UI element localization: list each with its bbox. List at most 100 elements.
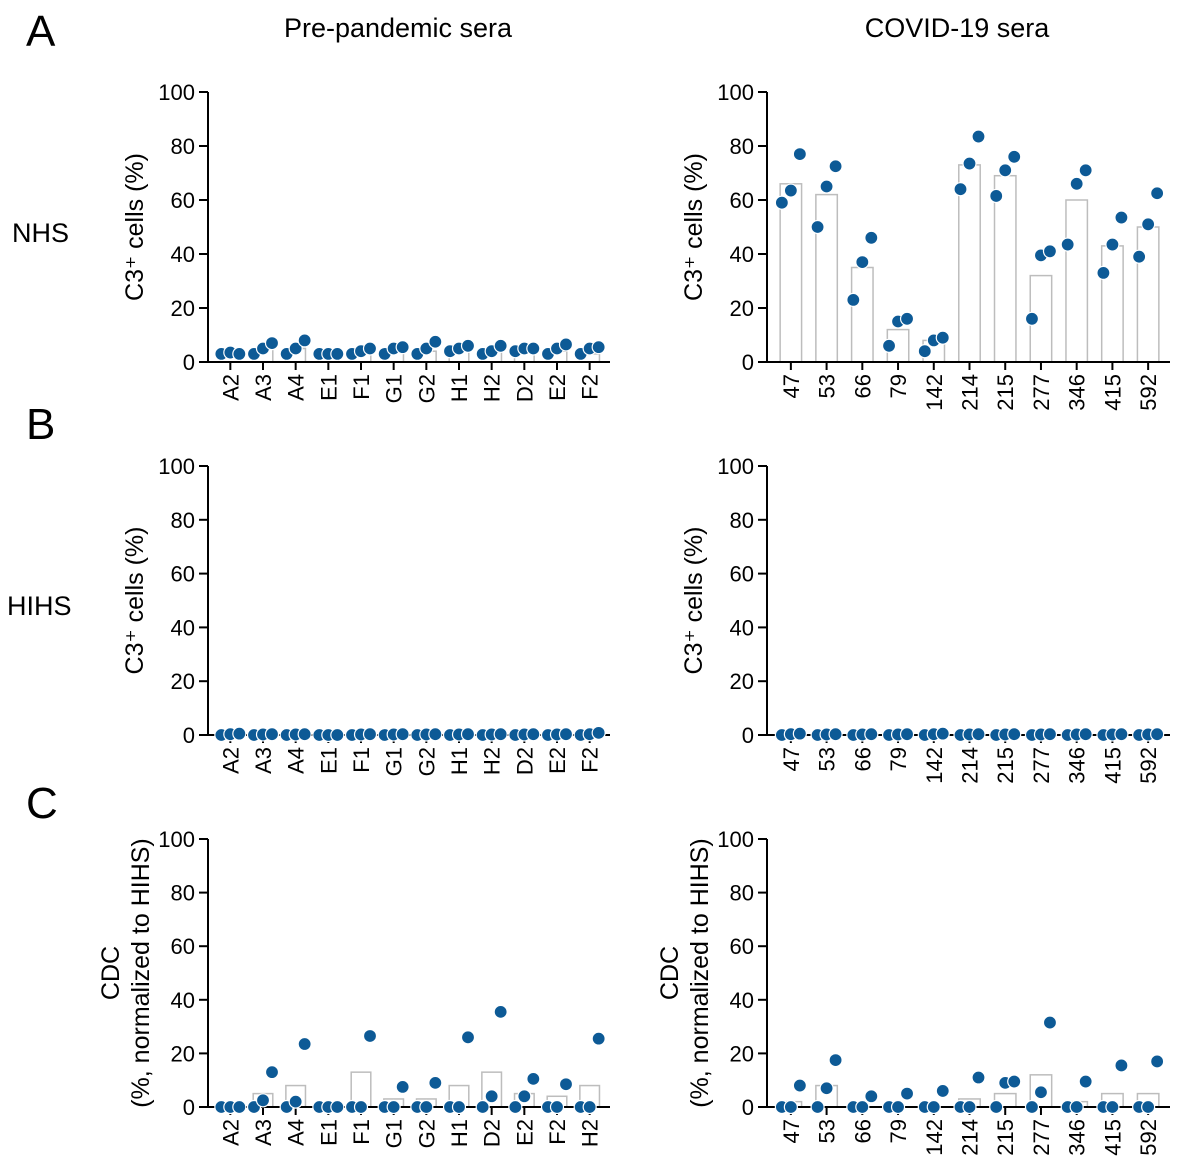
x-tick-label: E1 [316, 374, 341, 401]
x-tick-label: 346 [1065, 1119, 1090, 1156]
x-tick-label: G1 [382, 374, 407, 403]
y-tick-label: 40 [730, 242, 754, 267]
data-point [1024, 1099, 1040, 1115]
y-tick-label: 20 [171, 669, 195, 694]
x-tick-label: G2 [414, 374, 439, 403]
data-point [819, 1081, 834, 1096]
data-point [864, 230, 879, 245]
x-tick-label: E1 [316, 747, 341, 774]
data-point [1033, 1085, 1049, 1100]
x-tick-label: E2 [545, 374, 570, 401]
x-tick-label: H2 [578, 1119, 603, 1147]
y-axis-label-line2: (%, normalized to HIHS) [686, 838, 714, 1108]
x-tick-label: 415 [1100, 1119, 1125, 1156]
data-point [935, 330, 950, 345]
x-tick-label: 592 [1136, 374, 1161, 411]
x-tick-label: 214 [958, 1119, 983, 1156]
data-point [1141, 217, 1156, 232]
y-tick-label: 40 [171, 615, 195, 640]
x-tick-label: 79 [886, 1119, 911, 1143]
x-tick-label: A2 [218, 374, 243, 401]
x-tick-label: 47 [779, 747, 804, 771]
data-point [810, 1099, 825, 1115]
x-tick-label: G2 [414, 1119, 439, 1148]
chart-3: 0 20 40 60 80 100 47 53 66 79 142 214 215 277 346 415 59… [680, 454, 1170, 784]
data-point [899, 311, 915, 326]
data-point [362, 341, 378, 356]
x-tick-label: 66 [850, 1119, 875, 1143]
data-point [783, 1099, 798, 1115]
bar [1100, 245, 1124, 363]
column-title-pre-pandemic: Pre-pandemic sera [284, 13, 513, 43]
x-tick-label: A3 [251, 374, 276, 401]
bar [1065, 199, 1089, 363]
x-tick-label: 277 [1029, 374, 1054, 411]
data-point [792, 147, 807, 162]
y-tick-label: 0 [183, 723, 195, 748]
data-point [899, 1086, 915, 1101]
data-point [1042, 244, 1058, 259]
data-point [451, 1099, 467, 1115]
data-point [1114, 1058, 1129, 1073]
y-tick-label: 80 [171, 134, 195, 159]
data-point [460, 727, 476, 742]
panel-letter-c: C [26, 779, 58, 828]
data-point [558, 337, 574, 352]
y-tick-label: 0 [183, 350, 195, 375]
x-tick-label: H2 [480, 747, 505, 775]
data-point [330, 1099, 345, 1115]
x-tick-label: H1 [447, 374, 472, 402]
data-point [582, 1099, 597, 1115]
y-tick-label: 100 [717, 827, 754, 852]
data-point [855, 255, 870, 270]
data-point [353, 1099, 369, 1115]
bar [850, 266, 874, 363]
y-tick-label: 20 [730, 296, 754, 321]
y-tick-label: 60 [730, 562, 754, 587]
data-point [1007, 1074, 1022, 1089]
x-tick-label: G1 [382, 1119, 407, 1148]
chart-2: 0 20 40 60 80 100 A2 A3 A4 E1 F1 G1 G2 H1 H2 D2 E2 F2 C3⁺ … [121, 454, 610, 776]
data-point [395, 1079, 410, 1095]
data-point [428, 727, 443, 742]
data-point [1105, 1099, 1120, 1115]
bar [1136, 226, 1160, 363]
data-point [1069, 1099, 1084, 1115]
data-point [971, 727, 986, 742]
x-tick-label: G1 [382, 747, 407, 776]
data-point [549, 1099, 565, 1115]
x-tick-label: H1 [447, 747, 472, 775]
y-tick-label: 60 [730, 934, 754, 959]
y-tick-label: 100 [158, 80, 195, 105]
data-point [855, 1099, 870, 1115]
y-axis-label: C3⁺ cells (%) [680, 153, 708, 301]
data-point [330, 727, 345, 743]
y-tick-label: 80 [730, 881, 754, 906]
x-tick-label: G2 [414, 747, 439, 776]
data-point [1060, 237, 1075, 252]
y-tick-label: 60 [171, 188, 195, 213]
panel-letter-a: A [26, 7, 56, 56]
data-point [935, 726, 950, 741]
x-tick-label: 53 [815, 1119, 840, 1143]
y-tick-label: 60 [171, 562, 195, 587]
data-point [493, 727, 508, 742]
data-point [526, 727, 541, 742]
data-point [1007, 727, 1022, 742]
y-tick-label: 80 [171, 881, 195, 906]
x-tick-label: 142 [922, 374, 947, 411]
x-tick-label: A4 [284, 1119, 309, 1146]
y-tick-label: 0 [742, 1095, 754, 1120]
data-point [517, 1089, 532, 1104]
chart-0: 0 20 40 60 80 100 A2 A3 A4 E1 F1 G1 G2 H1 H2 D2 E2 F2 C3⁺ … [121, 80, 610, 403]
data-point [591, 340, 606, 355]
data-point [362, 1028, 378, 1044]
x-tick-label: 47 [779, 374, 804, 398]
data-point [989, 188, 1004, 204]
x-tick-label: 214 [958, 374, 983, 411]
x-tick-label: H1 [447, 1119, 472, 1147]
chart-5: 0 20 40 60 80 100 47 53 66 79 142 214 215 277 346 415 59… [656, 827, 1170, 1156]
x-tick-label: E2 [512, 1119, 537, 1146]
data-point [362, 727, 378, 742]
data-point [297, 333, 312, 348]
